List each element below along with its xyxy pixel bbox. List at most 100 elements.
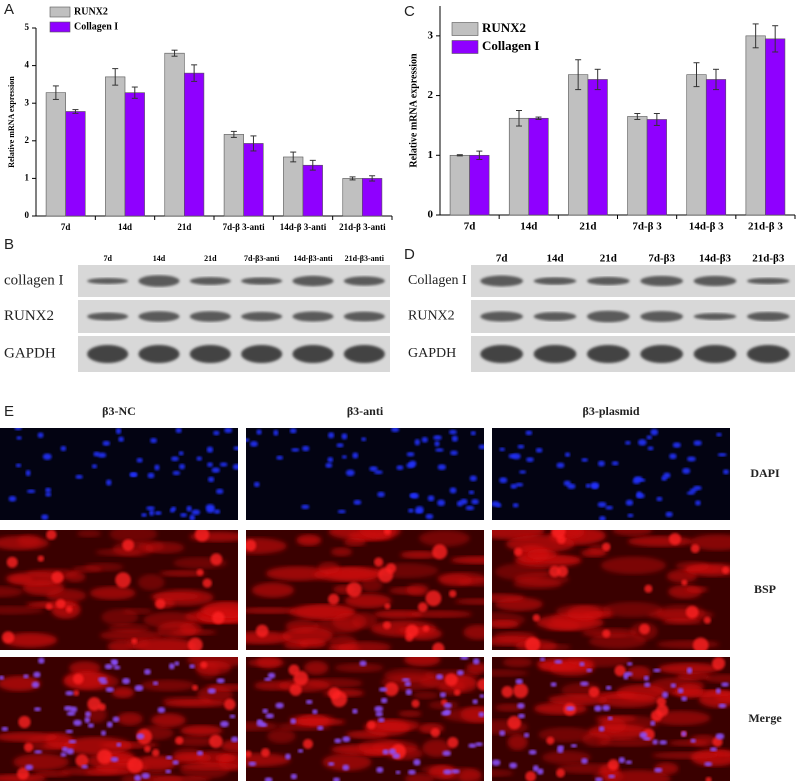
nucleus [472,699,478,705]
nucleus [301,504,310,510]
nucleus [332,777,341,781]
blot-band [533,277,577,285]
nucleus [515,678,523,685]
red-signal [337,641,391,650]
blot-band [87,312,129,321]
nucleus [105,687,115,693]
nucleus [475,742,483,747]
nucleus [256,720,266,727]
blot-band [138,311,180,322]
nucleus [594,705,602,712]
nucleus [532,765,539,772]
nucleus [525,430,533,436]
red-signal [89,586,136,600]
nucleus [75,474,83,480]
nucleus [60,445,67,452]
nucleus [353,499,362,505]
nucleus [663,472,671,479]
nucleus [443,702,452,709]
red-cell [602,542,611,552]
x-tick-label: 14d-β 3 [689,221,724,233]
red-signal [173,736,217,747]
nucleus [536,768,544,775]
nucleus [625,760,633,765]
nucleus [61,746,68,753]
nucleus [388,748,397,755]
nucleus [146,506,155,511]
error-bar [456,154,463,157]
error-bar [515,110,522,127]
nucleus [305,699,313,705]
lane-label: 21d-β3 [752,253,785,265]
red-cell [346,581,362,598]
red-cell [131,638,138,645]
blot-band [189,345,231,363]
nucleus [380,697,388,704]
nucleus [686,491,695,495]
y-tick-label: 3 [25,97,30,107]
blot-band [533,345,577,363]
nucleus [170,456,179,462]
red-signal [265,566,330,581]
red-signal [246,753,291,767]
nucleus [492,759,501,766]
red-signal [173,748,205,762]
red-signal [156,621,197,639]
nucleus [721,682,730,687]
red-signal [151,713,186,728]
red-cell [289,683,302,696]
nucleus [597,460,605,467]
nucleus [134,684,144,692]
nucleus [722,469,730,475]
bar [243,143,264,217]
nucleus [435,674,444,680]
nucleus [550,682,557,687]
nucleus [149,509,155,516]
red-signal [0,605,45,615]
red-cell [194,530,210,542]
nucleus [581,457,588,462]
red-signal [492,669,529,677]
nucleus [273,429,279,436]
nucleus [590,482,600,489]
blot-band [587,276,630,286]
x-tick-label: 21d-β 3 [748,221,783,233]
nucleus [437,499,446,507]
nucleus [425,513,434,520]
nucleus [451,435,458,442]
nucleus [37,432,44,438]
legend-label: RUNX2 [482,20,526,35]
nucleus [172,760,179,765]
nucleus [605,505,614,510]
error-bar [535,116,542,120]
x-tick-label: 14d [118,222,132,232]
nucleus [637,439,647,446]
nucleus [468,490,475,495]
red-signal [159,570,207,577]
red-cell [546,736,555,745]
red-signal [63,736,133,755]
nucleus [352,708,358,714]
nucleus [517,444,525,449]
bar [745,35,766,216]
red-cell [18,715,31,729]
nucleus [456,669,464,676]
red-signal [25,601,79,608]
red-signal [492,769,514,777]
bar [65,111,86,217]
nucleus [414,509,424,514]
blot-band [480,311,523,322]
nucleus [34,750,43,754]
blot-band [587,310,630,323]
nucleus [451,769,460,774]
red-cell [384,603,391,610]
red-cell [525,771,537,781]
red-cell [556,768,565,778]
nucleus [566,706,575,711]
red-signal [330,547,353,557]
red-cell [639,623,650,635]
nucleus [374,705,384,713]
red-cell [588,686,600,698]
micrograph [492,657,730,781]
